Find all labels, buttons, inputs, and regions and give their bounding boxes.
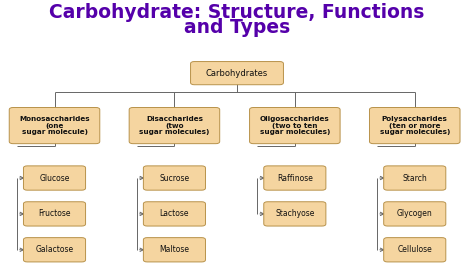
FancyBboxPatch shape xyxy=(9,107,100,144)
Text: Starch: Starch xyxy=(402,174,427,182)
Text: Galactose: Galactose xyxy=(36,245,73,254)
FancyBboxPatch shape xyxy=(383,202,446,226)
FancyBboxPatch shape xyxy=(249,107,340,144)
Text: Glycogen: Glycogen xyxy=(397,209,433,218)
FancyBboxPatch shape xyxy=(383,238,446,262)
Text: Glucose: Glucose xyxy=(39,174,70,182)
Text: Carbohydrate: Structure, Functions: Carbohydrate: Structure, Functions xyxy=(49,3,425,22)
Text: Disaccharides
(two
sugar molecules): Disaccharides (two sugar molecules) xyxy=(139,116,210,135)
Text: and Types: and Types xyxy=(184,18,290,37)
Text: Lactose: Lactose xyxy=(160,209,189,218)
FancyBboxPatch shape xyxy=(370,107,460,144)
FancyBboxPatch shape xyxy=(383,166,446,190)
FancyBboxPatch shape xyxy=(143,238,205,262)
Text: Fructose: Fructose xyxy=(38,209,71,218)
Text: Sucrose: Sucrose xyxy=(159,174,190,182)
Text: Carbohydrates: Carbohydrates xyxy=(206,69,268,78)
Text: Stachyose: Stachyose xyxy=(275,209,315,218)
Text: Maltose: Maltose xyxy=(159,245,190,254)
FancyBboxPatch shape xyxy=(191,62,283,85)
FancyBboxPatch shape xyxy=(264,166,326,190)
Text: Monosaccharides
(one
sugar molecule): Monosaccharides (one sugar molecule) xyxy=(19,116,90,135)
FancyBboxPatch shape xyxy=(23,238,85,262)
FancyBboxPatch shape xyxy=(143,202,205,226)
FancyBboxPatch shape xyxy=(143,166,205,190)
FancyBboxPatch shape xyxy=(23,166,85,190)
FancyBboxPatch shape xyxy=(264,202,326,226)
Text: Oligosaccharides
(two to ten
sugar molecules): Oligosaccharides (two to ten sugar molec… xyxy=(260,116,330,135)
Text: Polysaccharides
(ten or more
sugar molecules): Polysaccharides (ten or more sugar molec… xyxy=(380,116,450,135)
Text: Cellulose: Cellulose xyxy=(397,245,432,254)
FancyBboxPatch shape xyxy=(129,107,219,144)
Text: Raffinose: Raffinose xyxy=(277,174,313,182)
FancyBboxPatch shape xyxy=(23,202,85,226)
